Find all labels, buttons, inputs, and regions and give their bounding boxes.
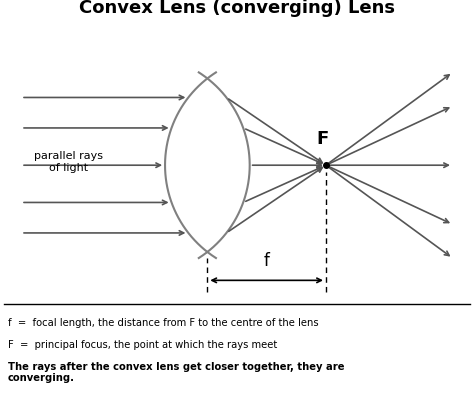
Text: f: f — [264, 252, 270, 270]
Text: The rays after the convex lens get closer together, they are
converging.: The rays after the convex lens get close… — [8, 361, 344, 383]
Title: Convex Lens (converging) Lens: Convex Lens (converging) Lens — [79, 0, 395, 17]
Text: F: F — [316, 130, 328, 148]
Text: F  =  principal focus, the point at which the rays meet: F = principal focus, the point at which … — [8, 339, 277, 350]
Text: parallel rays
of light: parallel rays of light — [34, 151, 103, 173]
Text: f  =  focal length, the distance from F to the centre of the lens: f = focal length, the distance from F to… — [8, 317, 318, 328]
